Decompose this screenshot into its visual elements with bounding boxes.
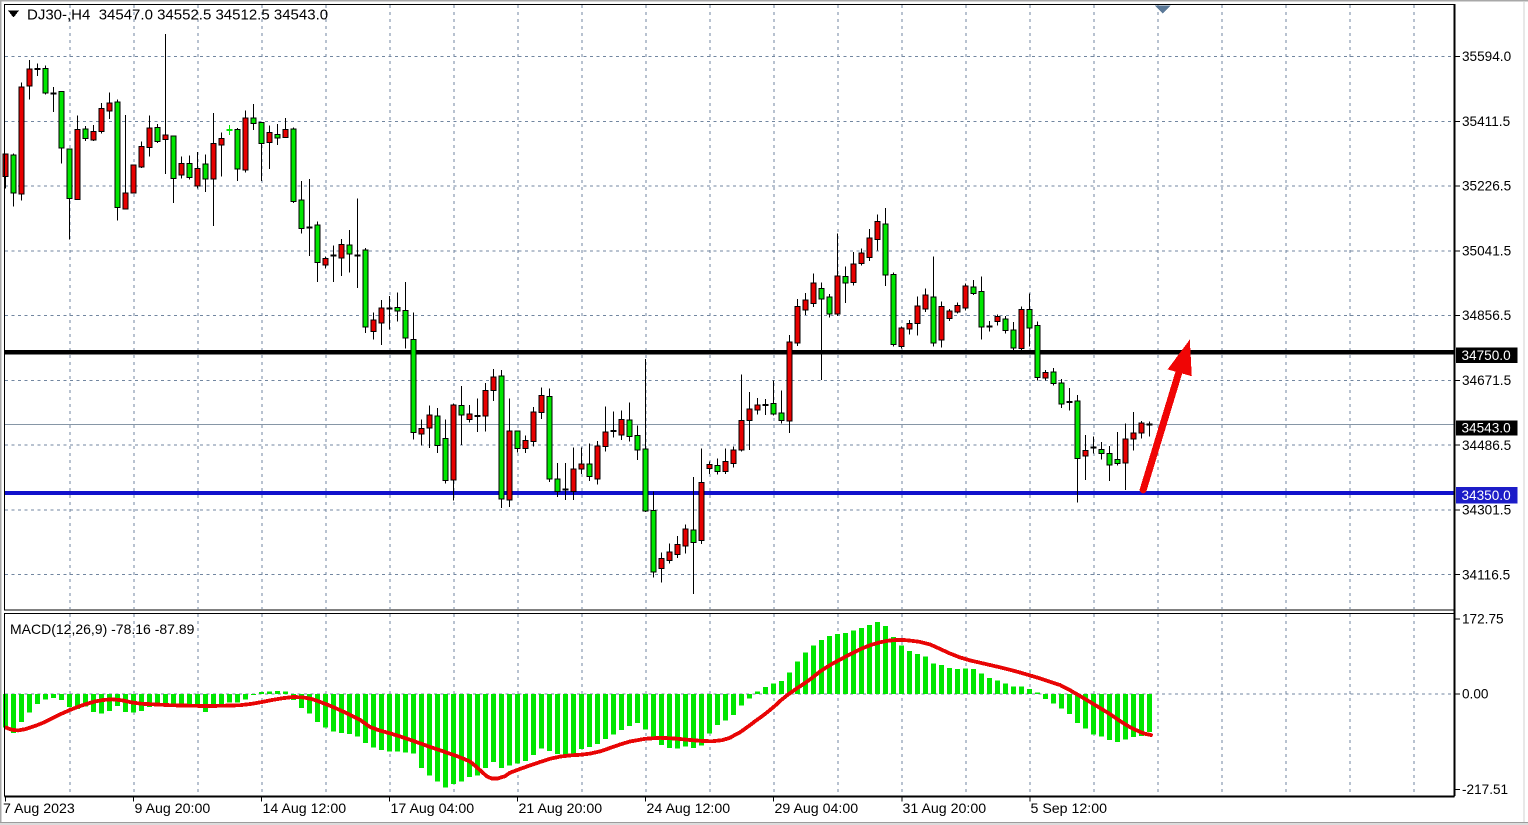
svg-text:35041.5: 35041.5 <box>1462 243 1511 258</box>
svg-text:34543.0: 34543.0 <box>1462 421 1512 436</box>
svg-text:34116.5: 34116.5 <box>1462 567 1510 582</box>
svg-text:21 Aug 20:00: 21 Aug 20:00 <box>519 801 603 817</box>
svg-text:MACD(12,26,9) -78.16 -87.89: MACD(12,26,9) -78.16 -87.89 <box>10 621 195 637</box>
svg-text:29 Aug 04:00: 29 Aug 04:00 <box>775 801 859 817</box>
svg-text:17 Aug 04:00: 17 Aug 04:00 <box>391 801 475 817</box>
svg-text:24 Aug 12:00: 24 Aug 12:00 <box>647 801 731 817</box>
svg-text:5 Sep 12:00: 5 Sep 12:00 <box>1031 801 1108 817</box>
svg-text:34750.0: 34750.0 <box>1462 348 1512 363</box>
svg-text:35226.5: 35226.5 <box>1462 179 1511 194</box>
svg-text:34301.5: 34301.5 <box>1462 503 1511 518</box>
svg-text:34856.5: 34856.5 <box>1462 308 1511 323</box>
svg-text:35411.5: 35411.5 <box>1462 114 1510 129</box>
svg-text:-217.51: -217.51 <box>1462 782 1508 797</box>
svg-text:31 Aug 20:00: 31 Aug 20:00 <box>903 801 987 817</box>
svg-text:9 Aug 20:00: 9 Aug 20:00 <box>135 801 211 817</box>
svg-text:7 Aug 2023: 7 Aug 2023 <box>3 801 75 817</box>
svg-text:172.75: 172.75 <box>1462 611 1504 626</box>
svg-text:14 Aug 12:00: 14 Aug 12:00 <box>263 801 347 817</box>
svg-text:34486.5: 34486.5 <box>1462 438 1511 453</box>
svg-text:34671.5: 34671.5 <box>1462 373 1511 388</box>
svg-text:35594.0: 35594.0 <box>1462 49 1512 64</box>
svg-text:DJ30-,H4 34547.0 34552.5 3451: DJ30-,H4 34547.0 34552.5 34512.5 34543.0 <box>27 6 328 23</box>
svg-text:0.00: 0.00 <box>1462 687 1489 702</box>
svg-text:34350.0: 34350.0 <box>1462 488 1512 503</box>
